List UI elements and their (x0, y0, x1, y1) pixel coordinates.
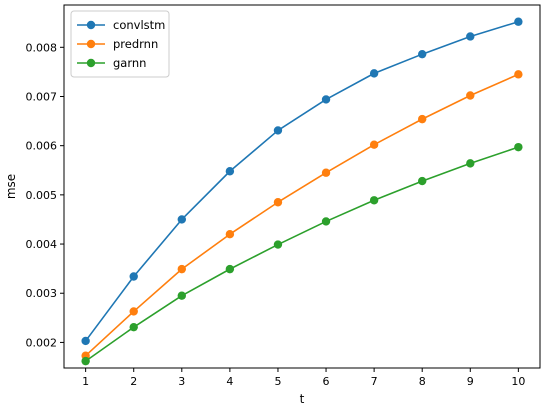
y-tick-label: 0.006 (26, 140, 58, 153)
y-tick-label: 0.007 (26, 90, 58, 103)
y-axis-ticks: 0.002 0.003 0.004 0.005 0.006 0.007 0.008 (26, 41, 64, 349)
data-point-predrnn (129, 307, 138, 316)
legend-label: predrnn (113, 37, 158, 51)
legend-item-garnn: garnn (77, 56, 146, 70)
x-tick-label: 6 (323, 375, 330, 388)
legend: convlstm predrnn garnn (70, 10, 170, 78)
x-tick-label: 9 (467, 375, 474, 388)
data-point-predrnn (321, 168, 331, 177)
x-tick-label: 4 (226, 375, 233, 388)
data-point-predrnn (514, 70, 523, 79)
series-garnn (81, 142, 523, 366)
legend-item-convlstm: convlstm (77, 18, 165, 32)
y-tick-label: 0.008 (26, 41, 58, 54)
data-point-convlstm (225, 167, 235, 176)
legend-item-predrnn: predrnn (77, 37, 158, 51)
data-point-predrnn (225, 230, 235, 239)
legend-label: convlstm (113, 18, 165, 32)
data-point-garnn (273, 240, 283, 249)
x-tick-label: 10 (511, 375, 525, 388)
data-point-convlstm (418, 49, 427, 59)
series-convlstm (81, 17, 523, 346)
y-axis-label: mse (4, 174, 18, 199)
data-point-garnn (129, 322, 138, 332)
data-point-convlstm (514, 17, 523, 26)
series-line-predrnn (84, 73, 520, 357)
x-axis-ticks: 1 2 3 4 5 6 7 8 9 10 (82, 368, 525, 388)
x-tick-label: 5 (274, 375, 281, 388)
data-point-garnn (418, 176, 427, 186)
series-line-convlstm (84, 20, 520, 342)
data-point-predrnn (369, 140, 379, 149)
data-point-garnn (177, 291, 186, 300)
data-point-garnn (466, 159, 475, 168)
y-tick-label: 0.002 (26, 336, 58, 349)
x-tick-label: 1 (82, 375, 89, 388)
legend-swatch-marker (86, 39, 96, 49)
legend-swatch-marker (86, 20, 96, 30)
data-point-convlstm (129, 272, 138, 281)
data-point-predrnn (466, 91, 475, 100)
y-tick-label: 0.005 (26, 189, 58, 202)
y-tick-label: 0.004 (26, 238, 58, 251)
data-point-convlstm (321, 95, 331, 104)
legend-label: garnn (113, 56, 146, 70)
data-point-predrnn (273, 198, 283, 207)
series-predrnn (81, 70, 523, 360)
data-point-garnn (81, 356, 90, 366)
data-point-garnn (369, 196, 379, 205)
series-layer (81, 17, 523, 366)
data-point-convlstm (466, 32, 475, 41)
data-point-convlstm (273, 126, 283, 135)
data-point-convlstm (177, 215, 186, 224)
series-line-garnn (84, 146, 520, 362)
data-point-garnn (514, 142, 523, 152)
legend-box (70, 10, 170, 78)
legend-swatch-marker (86, 58, 96, 68)
x-tick-label: 3 (178, 375, 185, 388)
y-tick-label: 0.003 (26, 287, 58, 300)
data-point-predrnn (177, 264, 186, 274)
x-axis-label: t (300, 392, 305, 406)
data-point-convlstm (369, 69, 379, 78)
data-point-convlstm (81, 336, 90, 346)
data-point-predrnn (418, 114, 427, 124)
data-point-garnn (321, 217, 331, 226)
x-tick-label: 7 (371, 375, 378, 388)
data-point-garnn (225, 264, 235, 274)
x-tick-label: 8 (419, 375, 426, 388)
x-tick-label: 2 (130, 375, 137, 388)
